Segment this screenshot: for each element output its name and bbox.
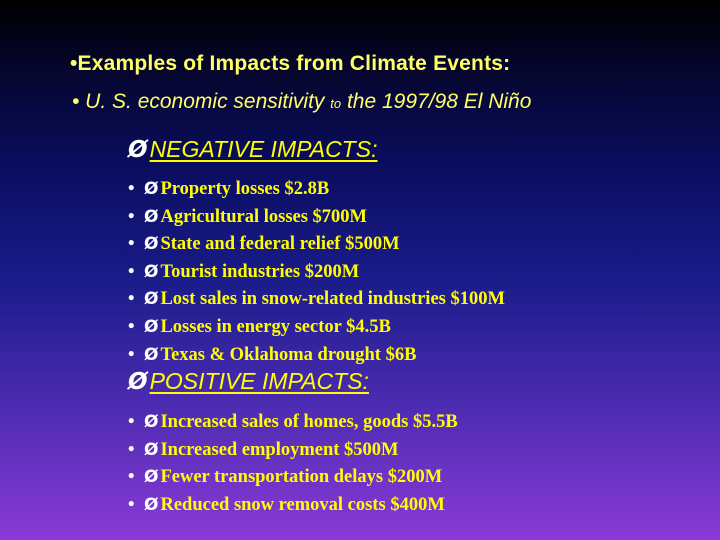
arrow-icon: Ø xyxy=(144,234,159,255)
negative-impacts-heading: ØNEGATIVE IMPACTS: xyxy=(128,136,377,163)
arrow-icon: Ø xyxy=(144,289,159,310)
bullet-icon: • xyxy=(128,439,135,460)
item-text: Texas & Oklahoma drought $6B xyxy=(160,344,417,365)
item-text: Increased employment $500M xyxy=(160,439,399,460)
item-text: Lost sales in snow-related industries $1… xyxy=(160,289,505,310)
bullet-icon: • xyxy=(128,206,135,227)
item-text: Property losses $2.8B xyxy=(160,179,330,199)
subtitle-part-small: to xyxy=(330,96,342,111)
slide-subtitle: • U. S. economic sensitivity to the 1997… xyxy=(72,90,692,114)
item-text: Tourist industries $200M xyxy=(160,261,360,282)
arrow-icon: Ø xyxy=(144,179,159,199)
bullet-icon: • xyxy=(128,344,135,365)
arrow-icon: Ø xyxy=(144,412,159,432)
slide-title: •Examples of Impacts from Climate Events… xyxy=(70,52,511,75)
arrow-icon: Ø xyxy=(128,137,148,163)
item-text: State and federal relief $500M xyxy=(160,234,400,255)
arrow-icon: Ø xyxy=(144,316,159,337)
positive-impacts-heading: ØPOSITIVE IMPACTS: xyxy=(128,368,369,395)
bullet-icon: • xyxy=(128,494,135,515)
subtitle-part-1: • U. S. economic sensitivity xyxy=(72,90,331,113)
item-text: Reduced snow removal costs $400M xyxy=(160,494,445,515)
bullet-icon: • xyxy=(128,412,135,432)
arrow-icon: Ø xyxy=(144,467,159,488)
bullet-icon: • xyxy=(128,179,135,199)
arrow-icon: Ø xyxy=(144,344,159,365)
item-text: Losses in energy sector $4.5B xyxy=(160,316,391,337)
arrow-icon: Ø xyxy=(128,369,148,395)
item-text: Fewer transportation delays $200M xyxy=(160,467,443,488)
subtitle-part-2: the 1997/98 El Niño xyxy=(341,90,532,113)
negative-heading-label: NEGATIVE IMPACTS: xyxy=(149,136,378,162)
arrow-icon: Ø xyxy=(144,494,159,515)
item-text: Increased sales of homes, goods $5.5B xyxy=(160,412,458,432)
arrow-icon: Ø xyxy=(144,206,159,227)
bullet-icon: • xyxy=(128,289,135,310)
bullet-icon: • xyxy=(128,234,135,255)
item-text: Agricultural losses $700M xyxy=(160,206,368,227)
positive-heading-label: POSITIVE IMPACTS: xyxy=(149,368,369,394)
arrow-icon: Ø xyxy=(144,261,159,282)
bullet-icon: • xyxy=(128,261,135,282)
bullet-icon: • xyxy=(128,467,135,488)
arrow-icon: Ø xyxy=(144,439,159,460)
bullet-icon: • xyxy=(128,316,135,337)
